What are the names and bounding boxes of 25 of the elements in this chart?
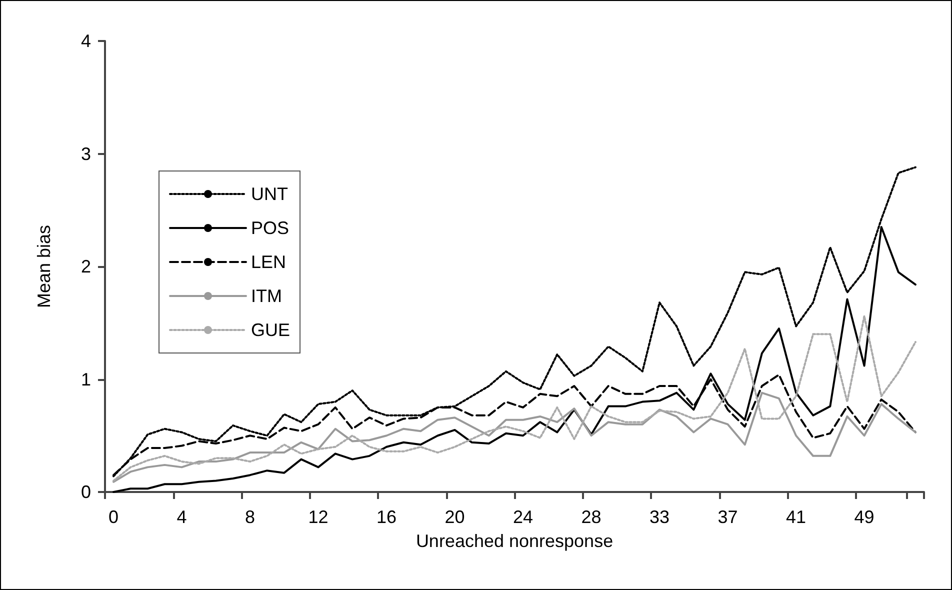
- y-axis-title: Mean bias: [34, 224, 54, 308]
- x-tick-label: 12: [308, 507, 328, 527]
- y-tick-label: 1: [80, 369, 91, 390]
- x-tick-label: 8: [245, 507, 256, 527]
- x-tick-label: 28: [581, 507, 602, 527]
- legend-label: POS: [251, 218, 290, 238]
- x-axis-title: Unreached nonresponse: [416, 531, 614, 551]
- y-tick-label: 3: [80, 144, 91, 164]
- line-series: [112, 392, 916, 483]
- legend-label: UNT: [251, 184, 288, 204]
- x-tick-label: 20: [444, 507, 465, 527]
- x-tick-label: 33: [650, 507, 670, 527]
- y-tick-label: 4: [80, 31, 91, 51]
- legend-label: LEN: [251, 252, 286, 272]
- y-tick-label: 2: [80, 256, 91, 276]
- x-tick-label: 41: [786, 507, 806, 527]
- x-tick-label: 16: [376, 507, 397, 527]
- x-tick-label: 49: [854, 507, 874, 527]
- y-tick-label: 0: [80, 482, 91, 502]
- legend-label: ITM: [251, 286, 282, 306]
- x-tick-label: 4: [176, 507, 187, 527]
- x-tick-label: 24: [513, 507, 534, 527]
- x-tick-label: 0: [108, 507, 119, 527]
- legend-label: GUE: [251, 320, 290, 340]
- x-tick-label: 37: [718, 507, 738, 527]
